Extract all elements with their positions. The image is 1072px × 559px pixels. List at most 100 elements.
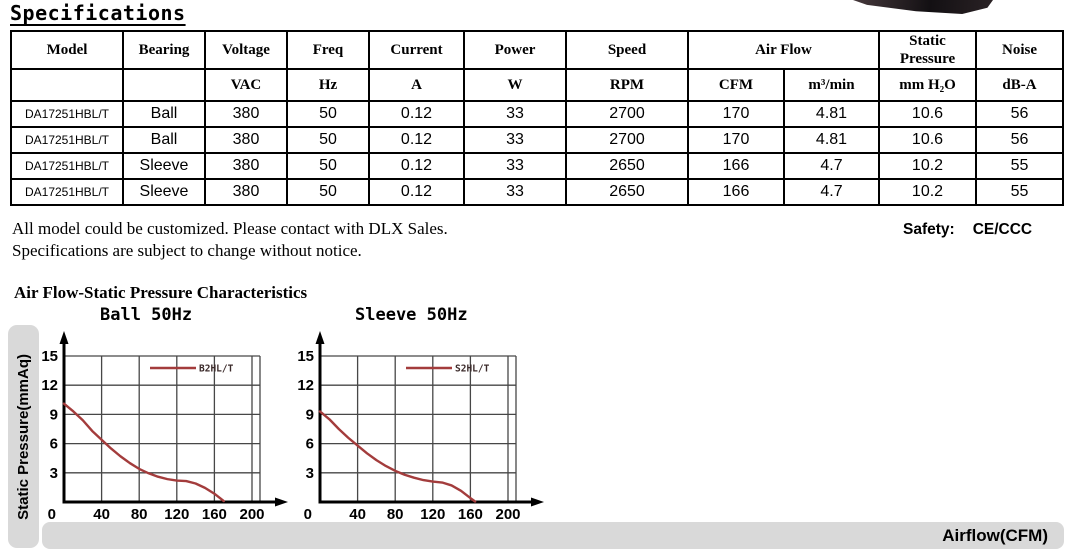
- table-cell-model: DA17251HBL/T: [10, 178, 124, 206]
- unit-cell-empty: [10, 68, 124, 102]
- unit-cell-dba: dB-A: [975, 68, 1064, 102]
- chart-ball: 3 6 9 12 15 0 40 80 120 160 200 B2HL/T: [38, 330, 290, 532]
- table-cell: 4.81: [783, 126, 880, 154]
- svg-text:80: 80: [131, 506, 148, 523]
- table-cell: 56: [975, 100, 1064, 128]
- y-axis-label: Static Pressure(mmAq): [15, 353, 32, 520]
- table-row: DA17251HBL/T Ball 380 50 0.12 33 2700 17…: [10, 126, 1064, 154]
- safety-label: Safety:: [903, 221, 955, 238]
- table-row: DA17251HBL/T Sleeve 380 50 0.12 33 2650 …: [10, 152, 1064, 180]
- x-axis-label: Airflow(CFM): [942, 525, 1048, 545]
- svg-text:12: 12: [41, 377, 58, 394]
- table-cell: 10.2: [878, 152, 977, 180]
- column-header-noise: Noise: [975, 30, 1064, 70]
- svg-text:120: 120: [420, 506, 445, 523]
- svg-text:3: 3: [50, 465, 58, 482]
- column-header-static-pressure: Static Pressure: [878, 30, 977, 70]
- table-cell: 55: [975, 178, 1064, 206]
- safety-value: CE/CCC: [972, 221, 1033, 238]
- x-axis-label-bar: Airflow(CFM): [42, 522, 1064, 549]
- table-cell: 33: [463, 152, 567, 180]
- table-cell: 33: [463, 100, 567, 128]
- svg-text:120: 120: [164, 506, 189, 523]
- table-header-row: Model Bearing Voltage Freq Current Power…: [10, 30, 1064, 70]
- column-header-power: Power: [463, 30, 567, 70]
- y-axis-label-bar: Static Pressure(mmAq): [8, 325, 39, 548]
- table-cell: 166: [687, 152, 785, 180]
- table-cell-model: DA17251HBL/T: [10, 126, 124, 154]
- svg-text:80: 80: [387, 506, 404, 523]
- table-cell: 170: [687, 100, 785, 128]
- svg-text:6: 6: [50, 436, 58, 453]
- table-cell: 380: [204, 152, 288, 180]
- svg-text:12: 12: [297, 377, 314, 394]
- table-cell: 166: [687, 178, 785, 206]
- unit-cell-cfm: CFM: [687, 68, 785, 102]
- table-cell: 4.7: [783, 152, 880, 180]
- table-units-row: VAC Hz A W RPM CFM m³/min mm H₂O dB-A: [10, 68, 1064, 102]
- table-cell: 2650: [565, 152, 689, 180]
- table-cell: 2700: [565, 126, 689, 154]
- table-cell: 2700: [565, 100, 689, 128]
- chart-title-sleeve: Sleeve 50Hz: [355, 305, 468, 325]
- table-cell: 0.12: [368, 178, 465, 206]
- table-cell: 4.7: [783, 178, 880, 206]
- svg-text:15: 15: [297, 348, 314, 365]
- unit-cell-vac: VAC: [204, 68, 288, 102]
- unit-cell-w: W: [463, 68, 567, 102]
- chart-sleeve: 3 6 9 12 15 0 40 80 120 160 200 S2HL/T: [294, 330, 546, 532]
- svg-text:3: 3: [306, 465, 314, 482]
- svg-text:160: 160: [202, 506, 227, 523]
- table-cell: 2650: [565, 178, 689, 206]
- chart-title-ball: Ball 50Hz: [100, 305, 193, 325]
- unit-cell-mmh2o: mm H₂O: [878, 68, 977, 102]
- table-cell: Sleeve: [122, 178, 206, 206]
- specifications-table: Model Bearing Voltage Freq Current Power…: [10, 30, 1064, 206]
- page-title: Specifications: [10, 1, 186, 25]
- table-cell: 0.12: [368, 152, 465, 180]
- table-cell: 50: [286, 152, 370, 180]
- table-cell: 0.12: [368, 126, 465, 154]
- fan-photo-corner: [853, 0, 993, 14]
- svg-text:160: 160: [458, 506, 483, 523]
- table-cell: 380: [204, 126, 288, 154]
- unit-cell-a: A: [368, 68, 465, 102]
- table-cell-model: DA17251HBL/T: [10, 152, 124, 180]
- table-cell: 33: [463, 126, 567, 154]
- svg-text:200: 200: [239, 506, 264, 523]
- svg-text:9: 9: [306, 406, 314, 423]
- table-cell: 50: [286, 100, 370, 128]
- table-row: DA17251HBL/T Sleeve 380 50 0.12 33 2650 …: [10, 178, 1064, 206]
- column-header-freq: Freq: [286, 30, 370, 70]
- table-cell: 380: [204, 100, 288, 128]
- column-header-model: Model: [10, 30, 124, 70]
- unit-cell-m3min: m³/min: [783, 68, 880, 102]
- note-customized: All model could be customized. Please co…: [12, 219, 448, 238]
- table-cell: 0.12: [368, 100, 465, 128]
- table-cell: Sleeve: [122, 152, 206, 180]
- unit-cell-empty: [122, 68, 206, 102]
- svg-text:40: 40: [93, 506, 110, 523]
- table-cell: 55: [975, 152, 1064, 180]
- svg-text:0: 0: [48, 506, 56, 523]
- svg-text:0: 0: [304, 506, 312, 523]
- section-heading: Air Flow-Static Pressure Characteristics: [14, 283, 308, 302]
- table-row: DA17251HBL/T Ball 380 50 0.12 33 2700 17…: [10, 100, 1064, 128]
- table-cell: 10.2: [878, 178, 977, 206]
- svg-text:40: 40: [349, 506, 366, 523]
- svg-text:B2HL/T: B2HL/T: [199, 364, 234, 375]
- unit-cell-rpm: RPM: [565, 68, 689, 102]
- table-cell: 4.81: [783, 100, 880, 128]
- table-cell: Ball: [122, 126, 206, 154]
- column-header-bearing: Bearing: [122, 30, 206, 70]
- note-subject-to-change: Specifications are subject to change wit…: [12, 241, 362, 260]
- unit-cell-hz: Hz: [286, 68, 370, 102]
- table-cell: 170: [687, 126, 785, 154]
- table-cell-model: DA17251HBL/T: [10, 100, 124, 128]
- svg-text:15: 15: [41, 348, 58, 365]
- svg-text:S2HL/T: S2HL/T: [455, 364, 490, 375]
- svg-text:9: 9: [50, 406, 58, 423]
- table-cell: 50: [286, 126, 370, 154]
- safety-info: Safety: CE/CCC: [903, 221, 1032, 239]
